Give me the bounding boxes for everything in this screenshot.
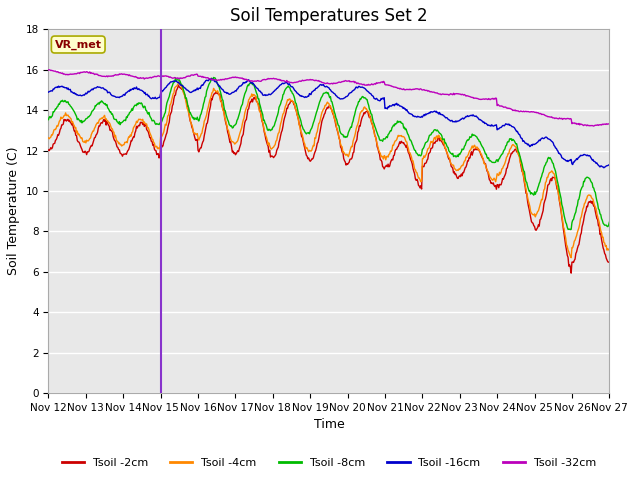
Tsoil -8cm: [555, 184, 563, 190]
Tsoil -4cm: [193, 132, 200, 138]
Line: Tsoil -32cm: Tsoil -32cm: [49, 70, 609, 126]
Line: Tsoil -2cm: Tsoil -2cm: [49, 85, 609, 273]
Tsoil -32cm: [376, 80, 383, 85]
Tsoil -16cm: [555, 150, 563, 156]
Tsoil -16cm: [431, 108, 438, 114]
Tsoil -16cm: [376, 98, 383, 104]
Tsoil -4cm: [321, 103, 329, 108]
Tsoil -8cm: [431, 127, 438, 132]
Tsoil -8cm: [605, 219, 613, 225]
Tsoil -32cm: [321, 81, 329, 86]
Line: Tsoil -16cm: Tsoil -16cm: [49, 79, 609, 168]
Tsoil -16cm: [168, 79, 175, 85]
Tsoil -32cm: [590, 123, 598, 129]
Legend: Tsoil -2cm, Tsoil -4cm, Tsoil -8cm, Tsoil -16cm, Tsoil -32cm: Tsoil -2cm, Tsoil -4cm, Tsoil -8cm, Tsoi…: [57, 453, 600, 472]
Tsoil -16cm: [192, 87, 200, 93]
Tsoil -16cm: [600, 165, 608, 171]
Tsoil -4cm: [168, 98, 175, 104]
Tsoil -8cm: [321, 90, 329, 96]
Tsoil -2cm: [555, 193, 563, 199]
Title: Soil Temperatures Set 2: Soil Temperatures Set 2: [230, 7, 428, 25]
Tsoil -2cm: [193, 137, 200, 143]
Tsoil -8cm: [168, 84, 175, 90]
Tsoil -32cm: [193, 71, 200, 77]
Tsoil -16cm: [45, 89, 52, 95]
Tsoil -32cm: [431, 90, 438, 96]
Tsoil -16cm: [605, 162, 613, 168]
Tsoil -32cm: [168, 75, 176, 81]
Y-axis label: Soil Temperature (C): Soil Temperature (C): [7, 147, 20, 276]
Tsoil -8cm: [210, 74, 218, 80]
Tsoil -2cm: [605, 259, 613, 265]
Tsoil -2cm: [175, 82, 182, 88]
Tsoil -4cm: [605, 246, 613, 252]
Tsoil -32cm: [45, 67, 52, 73]
Tsoil -2cm: [567, 270, 575, 276]
Tsoil -8cm: [566, 227, 574, 232]
Tsoil -4cm: [376, 149, 383, 155]
Tsoil -8cm: [45, 117, 52, 122]
Tsoil -8cm: [376, 137, 383, 143]
Tsoil -4cm: [45, 135, 52, 141]
Tsoil -16cm: [207, 76, 215, 82]
Tsoil -2cm: [45, 147, 52, 153]
Tsoil -4cm: [175, 79, 183, 84]
Tsoil -32cm: [45, 67, 53, 72]
Tsoil -4cm: [431, 134, 438, 140]
Text: VR_met: VR_met: [54, 39, 102, 49]
Tsoil -4cm: [555, 193, 563, 199]
Tsoil -32cm: [605, 121, 613, 127]
Tsoil -16cm: [321, 84, 329, 90]
Line: Tsoil -8cm: Tsoil -8cm: [49, 77, 609, 229]
Tsoil -32cm: [555, 116, 563, 122]
Tsoil -2cm: [168, 109, 175, 115]
Tsoil -2cm: [321, 110, 329, 116]
Tsoil -4cm: [567, 255, 575, 261]
X-axis label: Time: Time: [314, 419, 344, 432]
Tsoil -2cm: [376, 151, 383, 157]
Tsoil -2cm: [431, 141, 438, 146]
Tsoil -8cm: [192, 116, 200, 122]
Line: Tsoil -4cm: Tsoil -4cm: [49, 82, 609, 258]
